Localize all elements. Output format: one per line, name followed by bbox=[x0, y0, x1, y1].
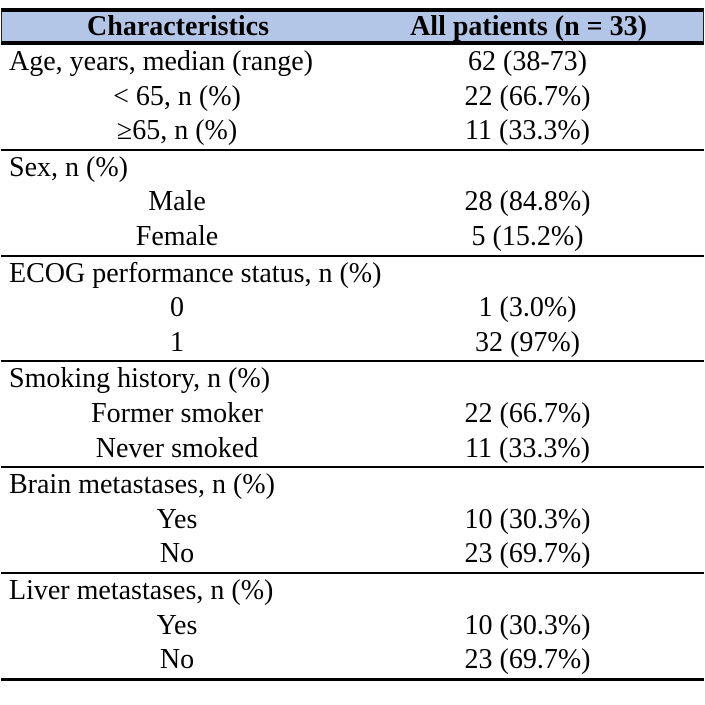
table-row: 1 32 (97%) bbox=[1, 326, 704, 361]
patient-characteristics-table: Characteristics All patients (n = 33) Ag… bbox=[1, 8, 704, 681]
row-label: No bbox=[159, 644, 195, 676]
table-row: No 23 (69.7%) bbox=[1, 537, 704, 572]
table-row: Male 28 (84.8%) bbox=[1, 185, 704, 220]
row-value: 22 (66.7%) bbox=[464, 80, 591, 112]
table-row: Former smoker 22 (66.7%) bbox=[1, 397, 704, 432]
table-row: ECOG performance status, n (%) bbox=[1, 257, 704, 292]
table-row: Brain metastases, n (%) bbox=[1, 468, 704, 503]
table-header-row: Characteristics All patients (n = 33) bbox=[1, 8, 704, 45]
table-row: ≥65, n (%) 11 (33.3%) bbox=[1, 114, 704, 149]
table-section: Sex, n (%) Male 28 (84.8%) Female 5 (15.2%) bbox=[1, 151, 704, 257]
table-row: Smoking history, n (%) bbox=[1, 362, 704, 397]
row-label: Sex, n (%) bbox=[9, 151, 128, 183]
row-value: 5 (15.2%) bbox=[471, 220, 584, 252]
row-label: Former smoker bbox=[91, 397, 263, 429]
table-section: Liver metastases, n (%) Yes 10 (30.3%) No 23… bbox=[1, 574, 704, 681]
row-value: 23 (69.7%) bbox=[464, 538, 591, 570]
row-value: 28 (84.8%) bbox=[464, 186, 591, 218]
row-label: ECOG performance status, n (%) bbox=[9, 257, 382, 289]
row-label: Never smoked bbox=[95, 432, 259, 464]
table-row: No 23 (69.7%) bbox=[1, 643, 704, 678]
row-value: 11 (33.3%) bbox=[465, 432, 590, 464]
table-body: Age, years, median (range) 62 (38-73) < 65… bbox=[1, 45, 704, 681]
row-value bbox=[353, 151, 702, 186]
table-section: Age, years, median (range) 62 (38-73) < 65… bbox=[1, 45, 704, 151]
row-value bbox=[353, 574, 702, 609]
row-label: Smoking history, n (%) bbox=[9, 363, 271, 395]
row-label: 0 bbox=[170, 292, 184, 324]
row-label: No bbox=[159, 538, 195, 570]
row-value bbox=[353, 257, 702, 292]
table-row: Yes 10 (30.3%) bbox=[1, 503, 704, 538]
row-value bbox=[353, 362, 702, 397]
row-value: 32 (97%) bbox=[475, 326, 580, 358]
row-value bbox=[353, 468, 702, 503]
row-label: Male bbox=[148, 186, 206, 218]
table-section: Brain metastases, n (%) Yes 10 (30.3%) No 23… bbox=[1, 468, 704, 574]
table-row: Age, years, median (range) 62 (38-73) bbox=[1, 45, 704, 80]
header-all-patients: All patients (n = 33) bbox=[410, 11, 647, 42]
row-label: 1 bbox=[170, 326, 184, 358]
row-label: ≥65, n (%) bbox=[116, 115, 238, 147]
table-section: Smoking history, n (%) Former smoker 22 (6… bbox=[1, 362, 704, 469]
table-row: Sex, n (%) bbox=[1, 151, 704, 186]
row-value: 23 (69.7%) bbox=[464, 644, 591, 676]
row-label: < 65, n (%) bbox=[113, 80, 241, 112]
row-value: 11 (33.3%) bbox=[465, 115, 590, 147]
row-label: Female bbox=[135, 220, 219, 252]
table-row: Never smoked 11 (33.3%) bbox=[1, 432, 704, 467]
row-label: Yes bbox=[156, 609, 198, 641]
table-row: 0 1 (3.0%) bbox=[1, 291, 704, 326]
row-label: Brain metastases, n (%) bbox=[9, 469, 275, 501]
row-value: 22 (66.7%) bbox=[464, 397, 591, 429]
row-label: Liver metastases, n (%) bbox=[9, 574, 274, 606]
header-characteristics: Characteristics bbox=[87, 11, 269, 42]
row-label: Age, years, median (range) bbox=[9, 46, 313, 77]
table-row: Female 5 (15.2%) bbox=[1, 220, 704, 255]
row-value: 62 (38-73) bbox=[468, 46, 587, 77]
table-section: ECOG performance status, n (%) 0 1 (3.0%) 1… bbox=[1, 257, 704, 363]
table-row: < 65, n (%) 22 (66.7%) bbox=[1, 80, 704, 115]
table-row: Liver metastases, n (%) bbox=[1, 574, 704, 609]
row-value: 10 (30.3%) bbox=[464, 503, 591, 535]
row-value: 1 (3.0%) bbox=[478, 292, 577, 324]
table-row: Yes 10 (30.3%) bbox=[1, 609, 704, 644]
row-value: 10 (30.3%) bbox=[464, 609, 591, 641]
row-label: Yes bbox=[156, 503, 198, 535]
